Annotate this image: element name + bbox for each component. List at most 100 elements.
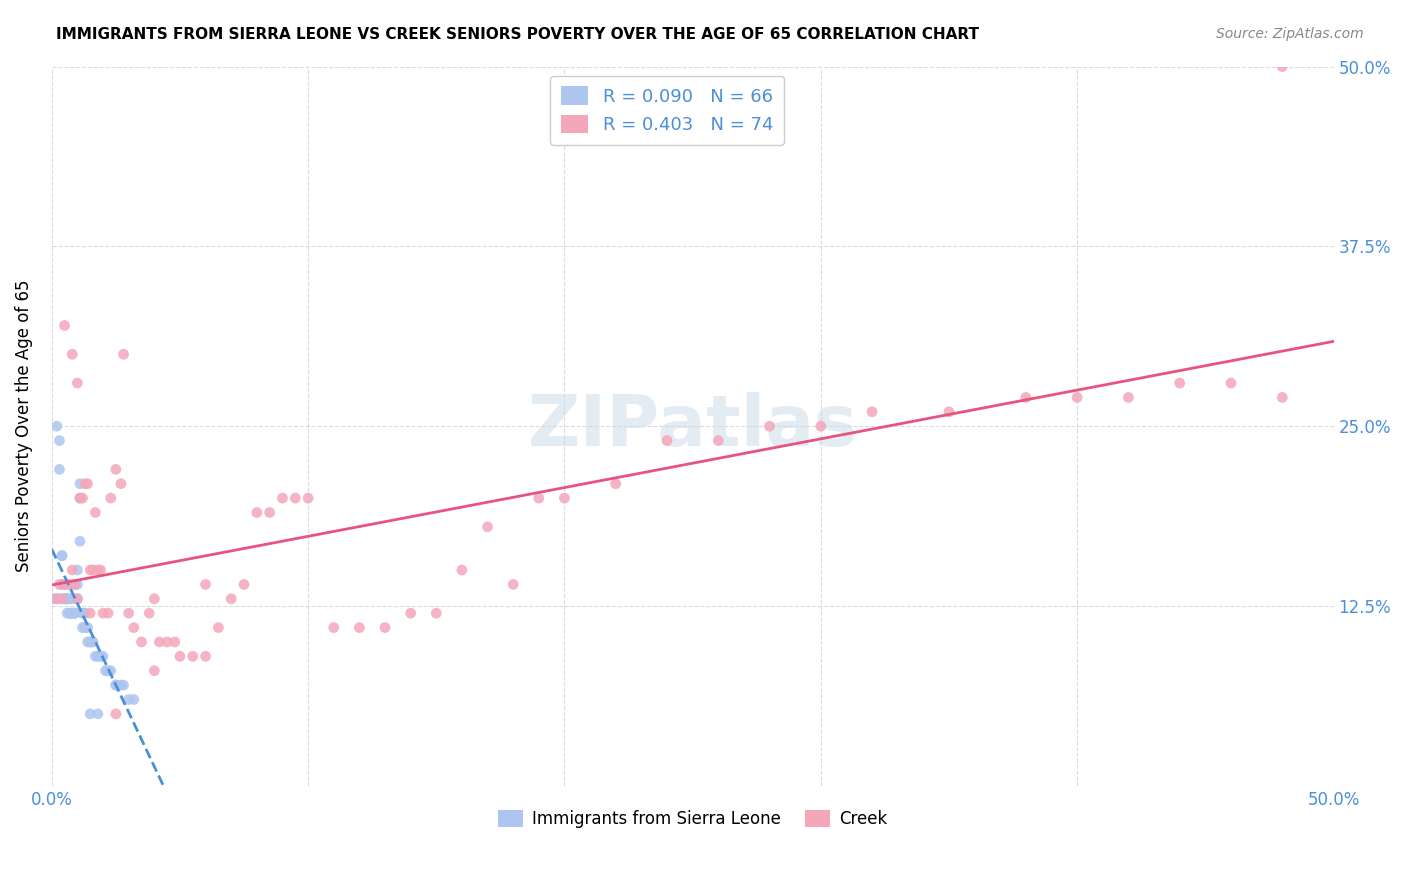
Point bbox=[66, 591, 89, 606]
Point bbox=[69, 491, 91, 505]
Point bbox=[44, 591, 66, 606]
Point bbox=[56, 591, 79, 606]
Point bbox=[758, 419, 780, 434]
Point bbox=[69, 491, 91, 505]
Point bbox=[87, 649, 110, 664]
Point bbox=[75, 621, 97, 635]
Point bbox=[63, 606, 86, 620]
Point bbox=[1271, 60, 1294, 74]
Point bbox=[527, 491, 550, 505]
Point bbox=[59, 577, 82, 591]
Point bbox=[76, 621, 98, 635]
Point bbox=[53, 318, 76, 333]
Point bbox=[94, 664, 117, 678]
Point bbox=[75, 606, 97, 620]
Point bbox=[79, 563, 101, 577]
Point bbox=[60, 347, 83, 361]
Point bbox=[76, 635, 98, 649]
Point bbox=[100, 664, 122, 678]
Point bbox=[97, 664, 120, 678]
Point bbox=[60, 606, 83, 620]
Point bbox=[79, 706, 101, 721]
Point bbox=[75, 476, 97, 491]
Point bbox=[82, 635, 104, 649]
Point bbox=[45, 419, 67, 434]
Point bbox=[122, 692, 145, 706]
Point bbox=[63, 577, 86, 591]
Point bbox=[87, 563, 110, 577]
Point bbox=[59, 606, 82, 620]
Point bbox=[169, 649, 191, 664]
Point bbox=[122, 621, 145, 635]
Point bbox=[51, 549, 73, 563]
Point bbox=[60, 563, 83, 577]
Point bbox=[131, 635, 153, 649]
Point bbox=[72, 606, 94, 620]
Point bbox=[110, 678, 132, 692]
Point bbox=[45, 591, 67, 606]
Point bbox=[89, 649, 111, 664]
Point bbox=[51, 549, 73, 563]
Point bbox=[69, 476, 91, 491]
Point bbox=[194, 649, 217, 664]
Point bbox=[75, 621, 97, 635]
Point bbox=[87, 706, 110, 721]
Point bbox=[51, 591, 73, 606]
Point bbox=[66, 591, 89, 606]
Point bbox=[60, 606, 83, 620]
Point bbox=[207, 621, 229, 635]
Point bbox=[91, 606, 114, 620]
Point bbox=[91, 649, 114, 664]
Point bbox=[53, 577, 76, 591]
Point bbox=[66, 591, 89, 606]
Point bbox=[79, 635, 101, 649]
Point bbox=[56, 606, 79, 620]
Point bbox=[51, 577, 73, 591]
Point bbox=[56, 591, 79, 606]
Point bbox=[112, 347, 135, 361]
Point bbox=[349, 621, 371, 635]
Point bbox=[48, 591, 70, 606]
Point bbox=[48, 462, 70, 476]
Point bbox=[810, 419, 832, 434]
Point bbox=[66, 577, 89, 591]
Point bbox=[56, 591, 79, 606]
Point bbox=[1015, 391, 1038, 405]
Point bbox=[271, 491, 294, 505]
Point bbox=[51, 591, 73, 606]
Point bbox=[1220, 376, 1243, 390]
Point bbox=[63, 606, 86, 620]
Point bbox=[104, 706, 127, 721]
Point bbox=[76, 476, 98, 491]
Point bbox=[110, 476, 132, 491]
Point bbox=[297, 491, 319, 505]
Point bbox=[104, 678, 127, 692]
Point bbox=[79, 635, 101, 649]
Point bbox=[60, 606, 83, 620]
Point bbox=[82, 635, 104, 649]
Point bbox=[1066, 391, 1088, 405]
Point bbox=[59, 591, 82, 606]
Point bbox=[56, 577, 79, 591]
Point bbox=[425, 606, 447, 620]
Point bbox=[259, 506, 281, 520]
Point bbox=[48, 577, 70, 591]
Point bbox=[84, 506, 107, 520]
Point bbox=[66, 563, 89, 577]
Point bbox=[118, 606, 141, 620]
Text: IMMIGRANTS FROM SIERRA LEONE VS CREEK SENIORS POVERTY OVER THE AGE OF 65 CORRELA: IMMIGRANTS FROM SIERRA LEONE VS CREEK SE… bbox=[56, 27, 979, 42]
Point bbox=[72, 491, 94, 505]
Point bbox=[148, 635, 170, 649]
Point bbox=[53, 591, 76, 606]
Point bbox=[938, 405, 960, 419]
Text: ZIPatlas: ZIPatlas bbox=[527, 392, 858, 460]
Point bbox=[44, 591, 66, 606]
Point bbox=[194, 577, 217, 591]
Point bbox=[156, 635, 179, 649]
Point bbox=[53, 591, 76, 606]
Point bbox=[59, 606, 82, 620]
Point bbox=[53, 591, 76, 606]
Point bbox=[163, 635, 186, 649]
Point bbox=[553, 491, 575, 505]
Point bbox=[48, 434, 70, 448]
